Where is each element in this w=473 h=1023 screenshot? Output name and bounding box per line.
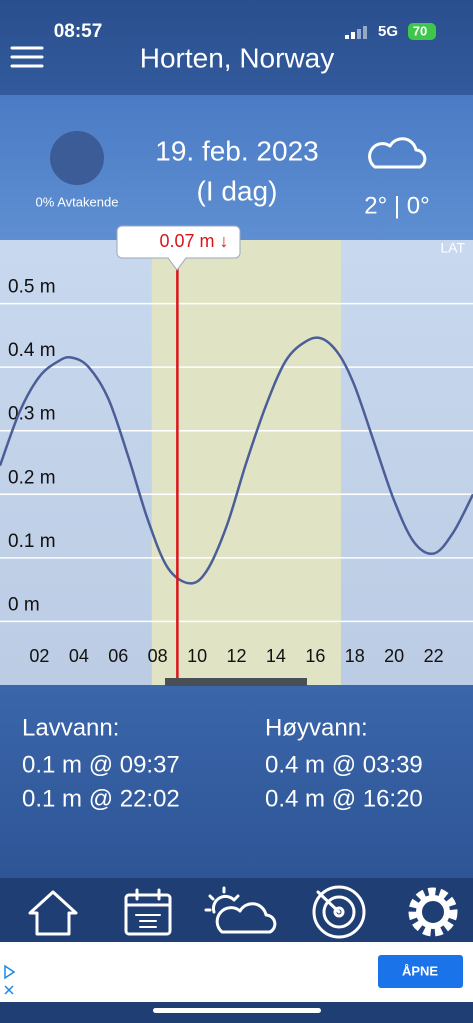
ad-button[interactable] [378,955,463,988]
battery-level: 70 [413,23,427,38]
nav-home[interactable] [28,890,78,936]
home-indicator [153,1008,321,1013]
nav-settings[interactable] [408,887,458,937]
header-title: Horten, Norway [140,42,335,73]
info-bg [0,685,473,878]
cursor-label: 0.07 m ↓ [159,231,228,251]
header-bg [0,0,473,95]
low-entry: 0.1 m @ 22:02 [22,785,180,812]
y-tick-label: 0.2 m [8,467,56,488]
moon-icon [50,131,104,185]
battery-icon [408,23,436,40]
y-tick-label: 0.4 m [8,340,56,361]
x-tick-label: 12 [226,646,246,666]
ad-button-label[interactable]: ÅPNE [402,963,438,978]
x-tick-label: 10 [187,646,207,666]
status-network: 5G [378,23,398,40]
x-tick-label: 06 [108,646,128,666]
x-tick-label: 04 [69,646,89,666]
low-label: Lavvann: [22,714,119,741]
temperature: 2° | 0° [364,192,429,219]
cursor-callout [116,225,241,271]
nav-weather[interactable] [204,886,277,934]
scroll-indicator [165,678,307,686]
datum-label: LAT [440,240,465,256]
x-tick-label: 16 [305,646,325,666]
high-entry: 0.4 m @ 16:20 [265,785,423,812]
tide-chart: 0 m0.1 m0.2 m0.3 m0.4 m0.5 m02 04 06 08 10 12… [0,225,473,685]
x-tick-label: 08 [148,646,168,666]
ad-choices[interactable] [4,964,16,980]
signal-icon [345,26,367,39]
nav-radar[interactable] [312,885,366,939]
high-entry: 0.4 m @ 03:39 [265,751,423,778]
high-label: Høyvann: [265,714,368,741]
y-tick-label: 0.5 m [8,277,56,298]
x-tick-label: 18 [345,646,365,666]
tide-curve [0,336,473,585]
date: 19. feb. 2023 [155,135,318,166]
day: (I dag) [197,175,278,206]
y-tick-label: 0.1 m [8,531,56,552]
menu-button[interactable] [10,46,44,68]
ad-close[interactable] [4,985,14,995]
y-tick-label: 0 m [8,594,40,615]
low-entry: 0.1 m @ 09:37 [22,751,180,778]
weather-icon [368,137,427,169]
nav-calendar[interactable] [124,888,172,936]
x-tick-label: 14 [266,646,286,666]
x-tick-label: 02 [29,646,49,666]
x-tick-label: 22 [424,646,444,666]
status-time: 08:57 [54,21,103,42]
moon-phase: 0% Avtakende [36,194,119,209]
x-tick-label: 20 [384,646,404,666]
